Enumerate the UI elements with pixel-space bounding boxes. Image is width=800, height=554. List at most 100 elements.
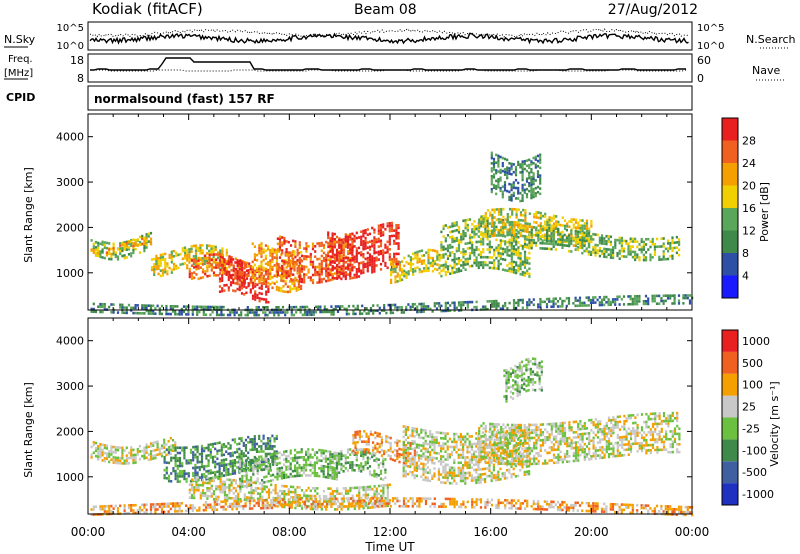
scatter-cell: [667, 257, 670, 261]
scatter-cell: [170, 250, 173, 254]
scatter-cell: [256, 469, 259, 473]
scatter-cell: [203, 475, 206, 479]
scatter-cell: [228, 489, 231, 492]
scatter-cell: [210, 263, 213, 267]
scatter-cell: [530, 188, 533, 192]
scatter-cell: [92, 248, 95, 252]
scatter-cell: [210, 244, 213, 248]
scatter-cell: [519, 298, 522, 302]
scatter-cell: [227, 262, 230, 266]
scatter-cell: [391, 450, 394, 454]
scatter-cell: [169, 305, 172, 308]
scatter-cell: [504, 242, 507, 246]
scatter-cell: [305, 247, 308, 250]
scatter-cell: [170, 456, 173, 460]
scatter-cell: [546, 231, 549, 235]
scatter-cell: [548, 218, 551, 222]
scatter-cell: [143, 306, 146, 310]
scatter-cell: [176, 312, 179, 316]
scatter-cell: [361, 448, 364, 451]
scatter-cell: [194, 448, 197, 451]
scatter-cell: [195, 483, 198, 487]
scatter-cell: [294, 501, 297, 505]
scatter-cell: [209, 305, 212, 309]
scatter-cell: [523, 274, 527, 277]
scatter-cell: [662, 252, 665, 256]
scatter-cell: [320, 267, 323, 271]
scatter-cell: [267, 472, 270, 475]
scatter-cell: [192, 453, 195, 457]
scatter-cell: [368, 261, 372, 264]
scatter-cell: [464, 263, 467, 266]
scatter-cell: [647, 297, 650, 300]
scatter-cell: [499, 176, 502, 180]
scatter-cell: [442, 256, 445, 259]
scatter-cell: [271, 445, 274, 448]
scatter-cell: [271, 460, 274, 464]
scatter-cell: [280, 477, 283, 480]
scatter-cell: [320, 241, 323, 245]
scatter-cell: [141, 234, 144, 238]
scatter-cell: [366, 246, 369, 249]
scatter-cell: [396, 449, 399, 453]
scatter-cell: [401, 268, 404, 271]
scatter-cell: [364, 236, 367, 240]
scatter-cell: [344, 274, 347, 278]
scatter-cell: [132, 244, 135, 248]
scatter-cell: [283, 497, 286, 501]
scatter-cell: [321, 310, 324, 314]
scatter-cell: [416, 258, 419, 262]
scatter-cell: [351, 248, 354, 251]
scatter-cell: [258, 461, 261, 464]
scatter-cell: [642, 243, 645, 246]
scatter-cell: [513, 223, 516, 227]
scatter-cell: [451, 222, 454, 225]
scatter-cell: [388, 258, 391, 261]
scatter-cell: [495, 225, 498, 229]
scatter-cell: [440, 274, 443, 278]
scatter-cell: [320, 280, 323, 284]
scatter-cell: [506, 189, 509, 193]
scatter-cell: [356, 433, 359, 436]
scatter-cell: [240, 284, 244, 287]
scatter-cell: [149, 442, 153, 445]
scatter-cell: [346, 241, 350, 244]
scatter-cell: [536, 154, 540, 158]
scatter-cell: [166, 272, 169, 276]
scatter-cell: [353, 265, 356, 269]
scatter-cell: [262, 311, 265, 314]
scatter-cell: [295, 263, 298, 266]
scatter-cell: [503, 170, 507, 174]
scatter-cell: [245, 291, 248, 295]
scatter-cell: [193, 271, 196, 274]
scatter-cell: [501, 229, 505, 232]
scatter-cell: [631, 300, 634, 303]
scatter-cell: [552, 240, 555, 243]
scatter-cell: [157, 262, 160, 265]
scatter-cell: [392, 260, 395, 263]
scatter-cell: [174, 456, 177, 460]
scatter-cell: [94, 240, 98, 244]
scatter-cell: [444, 260, 447, 264]
scatter-cell: [607, 237, 610, 241]
scatter-cell: [240, 271, 244, 274]
scatter-cell: [322, 246, 326, 250]
scatter-cell: [323, 310, 326, 314]
scatter-cell: [490, 190, 493, 194]
scatter-cell: [355, 236, 358, 240]
scatter-cell: [116, 248, 120, 251]
scatter-cell: [318, 448, 321, 452]
scatter-cell: [208, 249, 211, 253]
scatter-cell: [609, 243, 612, 246]
scatter-cell: [254, 269, 257, 273]
scatter-cell: [243, 495, 246, 499]
scatter-cell: [281, 275, 284, 278]
cpid-strip-frame: [87, 85, 693, 111]
scatter-cell: [194, 445, 197, 449]
scatter-cell: [532, 177, 535, 181]
scatter-cell: [320, 272, 323, 276]
scatter-cell: [194, 244, 198, 247]
scatter-cell: [189, 459, 193, 462]
scatter-cell: [327, 254, 330, 258]
scatter-cell: [269, 264, 272, 268]
